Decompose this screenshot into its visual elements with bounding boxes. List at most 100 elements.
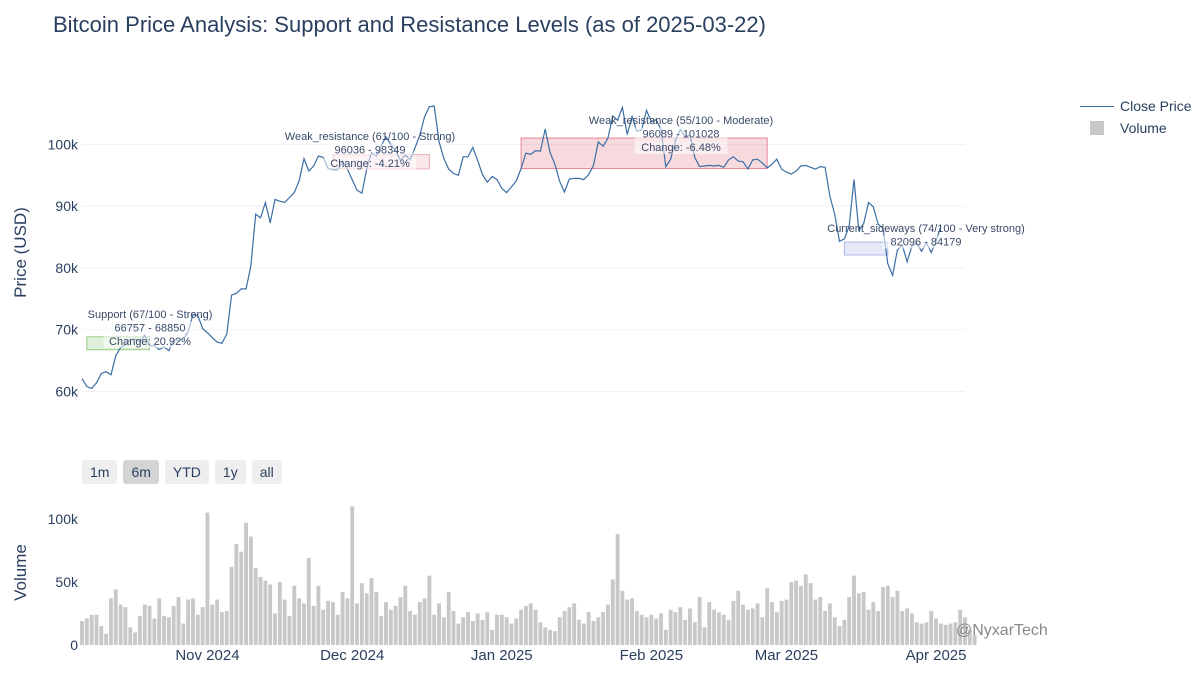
volume-bar	[215, 599, 220, 645]
volume-bar	[219, 612, 224, 645]
volume-bar	[113, 589, 118, 645]
volume-bar	[663, 629, 668, 645]
xtick-label: Mar 2025	[755, 647, 818, 664]
volume-bar	[152, 618, 157, 645]
volume-bar	[330, 602, 335, 645]
volume-bar	[866, 609, 871, 645]
volume-bar	[794, 580, 799, 645]
volume-bar	[586, 612, 591, 645]
volume-bar	[345, 598, 350, 645]
legend-volume-swatch	[1090, 121, 1104, 135]
volume-bar	[745, 609, 750, 645]
range-1m-button[interactable]: 1m	[82, 460, 118, 484]
volume-bar	[692, 622, 697, 645]
volume-bar	[644, 617, 649, 645]
volume-bar	[475, 613, 480, 645]
volume-bar	[847, 597, 852, 645]
volume-bar	[871, 602, 876, 645]
volume-bar	[244, 522, 248, 645]
volume-bar	[176, 597, 181, 645]
close-price-line	[81, 105, 942, 390]
volume-bar	[716, 612, 721, 645]
volume-bar	[157, 598, 162, 645]
volume-bar	[697, 597, 702, 645]
volume-bar	[384, 602, 388, 645]
volume-bar	[972, 634, 977, 645]
volume-bar	[123, 607, 128, 645]
volume-bar	[186, 599, 191, 645]
volume-bar	[572, 603, 577, 645]
volume-bar	[929, 610, 934, 645]
volume-bar	[567, 607, 572, 645]
volume-bar	[914, 622, 919, 645]
range-selector: 1m 6m YTD 1y all	[82, 460, 282, 484]
range-ytd-button[interactable]: YTD	[164, 460, 209, 484]
volume-bar	[239, 551, 244, 645]
volume-bar	[495, 614, 499, 645]
volume-bar	[248, 536, 253, 645]
zone-rect	[843, 241, 889, 256]
volume-bar	[731, 600, 736, 645]
volume-bar	[94, 614, 99, 645]
volume-bar	[948, 623, 953, 645]
volume-bar	[137, 616, 142, 645]
volume-bar	[543, 627, 548, 645]
volume-bar	[417, 602, 422, 645]
volume-bar	[750, 608, 755, 645]
legend-item-volume[interactable]: Volume	[1080, 117, 1192, 139]
range-1y-button[interactable]: 1y	[214, 460, 246, 484]
volume-bar	[427, 575, 432, 645]
volume-bar	[437, 603, 441, 645]
volume-bar	[615, 534, 620, 645]
volume-bar	[403, 585, 408, 645]
price-ytick-label: 80k	[55, 260, 79, 276]
volume-bar	[943, 624, 948, 645]
xtick-label: Dec 2024	[320, 647, 384, 664]
xtick-label: Nov 2024	[175, 647, 239, 664]
volume-bar	[441, 617, 446, 645]
zone-annotation-text: Weak_resistance (61/100 - Strong)	[285, 131, 455, 143]
volume-bar	[461, 617, 466, 645]
range-all-button[interactable]: all	[251, 460, 282, 484]
volume-bar	[109, 598, 113, 645]
volume-bar	[253, 568, 258, 645]
volume-bar	[625, 599, 630, 645]
chart-title: Bitcoin Price Analysis: Support and Resi…	[53, 12, 766, 37]
volume-bar	[316, 585, 321, 645]
volume-bar	[142, 604, 147, 645]
volume-bar	[803, 574, 808, 645]
zone-annotation-text: Support (67/100 - Strong)	[88, 309, 213, 321]
volume-bar	[277, 581, 282, 645]
volume-bar	[224, 610, 229, 645]
volume-bar	[852, 575, 856, 645]
volume-bar	[577, 619, 581, 645]
volume-bar	[736, 590, 741, 645]
volume-bar	[620, 590, 625, 645]
volume-ytick-label: 50k	[55, 574, 79, 590]
volume-bar	[128, 627, 133, 645]
volume-bar	[538, 622, 543, 645]
volume-bar	[470, 621, 475, 645]
volume-bar	[789, 581, 794, 645]
volume-bar	[909, 613, 914, 645]
volume-bar	[552, 631, 557, 645]
volume-bar	[707, 602, 712, 645]
range-6m-button[interactable]: 6m	[123, 460, 159, 484]
volume-bar	[350, 506, 355, 645]
volume-bar	[678, 607, 683, 645]
volume-bar	[881, 587, 885, 645]
legend-item-close[interactable]: Close Price	[1080, 95, 1192, 117]
volume-bar	[432, 614, 437, 645]
volume-axis-title: Volume	[11, 544, 30, 601]
volume-bar	[958, 609, 963, 645]
volume-bar	[302, 603, 306, 645]
volume-bar	[581, 623, 586, 645]
annotation-bg	[634, 127, 728, 141]
volume-bar	[282, 599, 287, 645]
volume-ytick-label: 100k	[48, 511, 79, 527]
volume-bar	[967, 629, 972, 645]
volume-bar	[765, 588, 770, 645]
zone-annotation-text: Change: -4.21%	[330, 158, 410, 170]
volume-bar	[639, 614, 644, 645]
